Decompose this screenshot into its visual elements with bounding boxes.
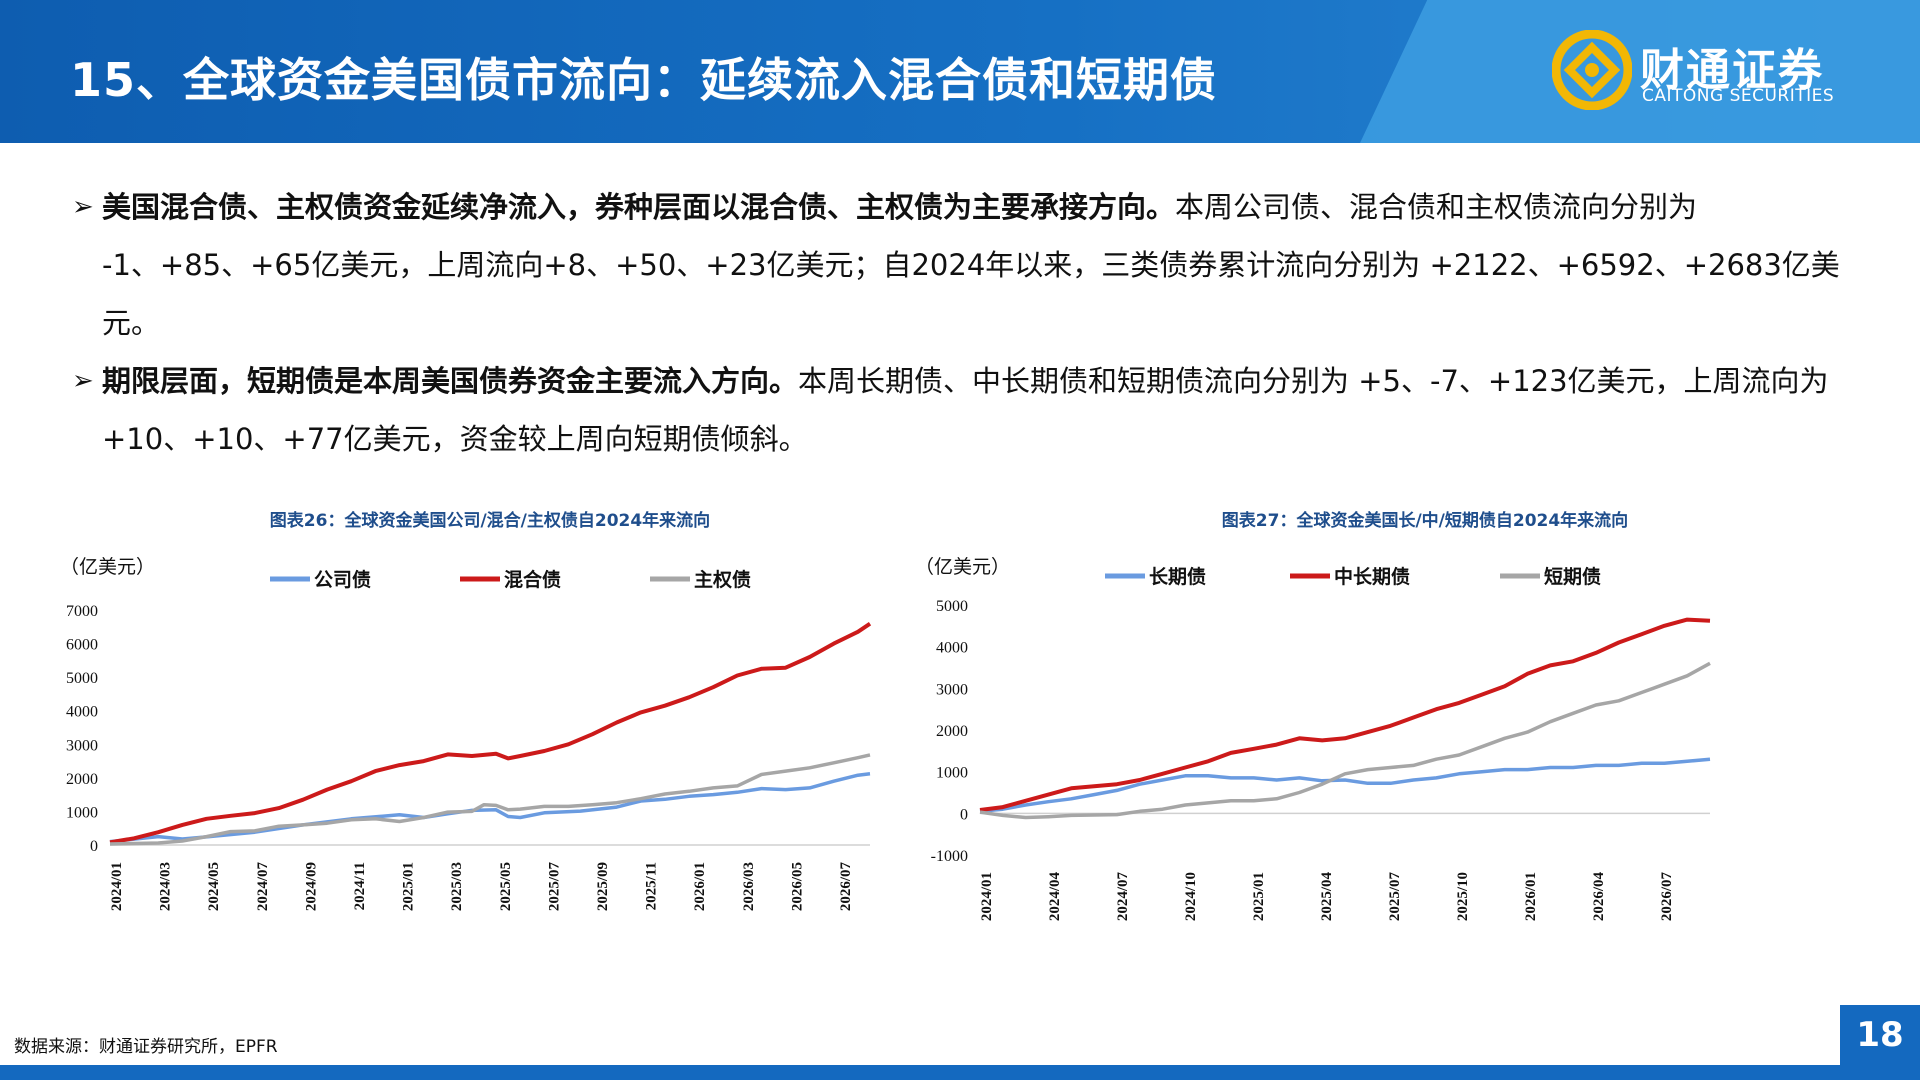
- bullet-headline: 美国混合债、主权债资金延续净流入，券种层面以混合债、主权债为主要承接方向。: [102, 190, 1176, 224]
- y-tick-label: 0: [960, 806, 968, 823]
- x-tick-label: 2026/07: [1659, 872, 1675, 922]
- summary-bullets: ➢ 美国混合债、主权债资金延续净流入，券种层面以混合债、主权债为主要承接方向。本…: [72, 178, 1862, 468]
- x-tick-label: 2026/01: [1523, 872, 1539, 921]
- x-tick-label: 2025/11: [644, 862, 660, 910]
- bullet-body: 本周公司债、混合债和主权债流向分别为 -1、+85、+65亿美元，上周流向+8、…: [102, 190, 1840, 340]
- bullet-item: ➢ 美国混合债、主权债资金延续净流入，券种层面以混合债、主权债为主要承接方向。本…: [72, 178, 1862, 352]
- company-logo: 财通证券 CAITONG SECURITIES: [1552, 30, 1882, 110]
- x-tick-label: 2025/09: [595, 862, 611, 911]
- y-tick-label: 0: [90, 838, 98, 855]
- y-tick-label: 1000: [66, 804, 98, 821]
- series-line-主权债: [109, 753, 871, 846]
- y-tick-label: 7000: [66, 603, 98, 620]
- x-tick-label: 2026/07: [838, 862, 854, 912]
- series-line-混合债: [109, 622, 872, 845]
- y-tick-label: 1000: [936, 765, 968, 782]
- y-tick-label: 3000: [936, 681, 968, 698]
- bullet-headline: 期限层面，短期债是本周美国债券资金主要流入方向。: [102, 364, 799, 398]
- x-tick-label: 2024/05: [206, 862, 222, 911]
- page-number: 18: [1840, 1005, 1920, 1080]
- data-source-note: 数据来源：财通证券研究所，EPFR: [14, 1037, 278, 1057]
- y-tick-label: 6000: [66, 637, 98, 654]
- bullet-item: ➢ 期限层面，短期债是本周美国债券资金主要流入方向。本周长期债、中长期债和短期债…: [72, 352, 1862, 468]
- x-tick-label: 2026/04: [1591, 872, 1607, 922]
- x-tick-label: 2024/10: [1183, 872, 1199, 921]
- x-tick-label: 2025/10: [1455, 872, 1471, 921]
- x-tick-label: 2024/01: [979, 872, 995, 921]
- bullet-arrow-icon: ➢: [72, 366, 94, 396]
- bullet-body: 本周长期债、中长期债和短期债流向分别为 +5、-7、+123亿美元，上周流向为 …: [102, 364, 1829, 456]
- x-tick-label: 2024/04: [1047, 872, 1063, 922]
- legend-label: 主权债: [694, 568, 751, 591]
- series-line-长期债: [979, 757, 1711, 814]
- legend-label: 混合债: [504, 568, 561, 591]
- x-tick-label: 2024/07: [255, 862, 271, 912]
- x-tick-label: 2024/03: [158, 862, 174, 911]
- series-line-短期债: [979, 661, 1711, 820]
- x-tick-label: 2025/01: [401, 862, 417, 911]
- series-line-中长期债: [979, 617, 1711, 812]
- chart-2-cumulative-flows-by-maturity: （亿美元） 长期债 中长期债 短期债 -1000 0 1000 2000 3000 4000 500…: [915, 556, 1711, 922]
- page-title: 15、全球资金美国债市流向：延续流入混合债和短期债: [70, 53, 1218, 107]
- legend-label: 短期债: [1544, 565, 1601, 588]
- y-axis-unit-label: （亿美元）: [915, 556, 1010, 578]
- y-axis-unit-label: （亿美元）: [60, 556, 155, 578]
- x-tick-label: 2025/04: [1319, 872, 1335, 922]
- y-tick-label: 4000: [936, 640, 968, 657]
- x-tick-label: 2024/07: [1115, 872, 1131, 922]
- y-tick-label: 5000: [66, 670, 98, 687]
- x-tick-label: 2025/07: [1387, 872, 1403, 922]
- chart-2-title: 图表27：全球资金美国长/中/短期债自2024年来流向: [1221, 511, 1629, 531]
- y-tick-label: 3000: [66, 737, 98, 754]
- y-tick-label: 2000: [66, 771, 98, 788]
- x-tick-label: 2025/03: [449, 862, 465, 911]
- chart-1-title: 图表26：全球资金美国公司/混合/主权债自2024年来流向: [269, 511, 711, 531]
- x-tick-label: 2025/07: [546, 862, 562, 912]
- x-tick-label: 2025/05: [498, 862, 514, 911]
- y-tick-label: 5000: [936, 598, 968, 615]
- chart-1-cumulative-flows-by-bond-type: （亿美元） 公司债 混合债 主权债 0 1000 2000 3000 4000 5000 6000 7…: [60, 556, 872, 912]
- x-tick-label: 2026/03: [741, 862, 757, 911]
- legend-label: 长期债: [1149, 565, 1206, 588]
- logo-english-name: CAITONG SECURITIES: [1642, 86, 1835, 106]
- header-accent-band: [1360, 0, 1920, 143]
- y-tick-label: 4000: [66, 704, 98, 721]
- y-tick-label: 2000: [936, 723, 968, 740]
- x-tick-label: 2026/05: [789, 862, 805, 911]
- x-tick-label: 2024/11: [352, 862, 368, 910]
- footer-bar: [0, 1065, 1920, 1080]
- x-tick-label: 2026/01: [692, 862, 708, 911]
- x-tick-label: 2024/01: [109, 862, 125, 911]
- x-tick-label: 2025/01: [1251, 872, 1267, 921]
- header-banner: 15、全球资金美国债市流向：延续流入混合债和短期债 财通证券 CAITONG S…: [0, 0, 1920, 143]
- logo-chinese-name: 财通证券: [1640, 45, 1824, 96]
- legend-label: 公司债: [314, 568, 371, 591]
- y-tick-label: -1000: [931, 848, 968, 865]
- series-line-公司债: [109, 772, 871, 844]
- x-tick-label: 2024/09: [303, 862, 319, 911]
- bullet-arrow-icon: ➢: [72, 192, 94, 222]
- legend-label: 中长期债: [1334, 565, 1410, 588]
- logo-mark-icon: [1552, 30, 1632, 110]
